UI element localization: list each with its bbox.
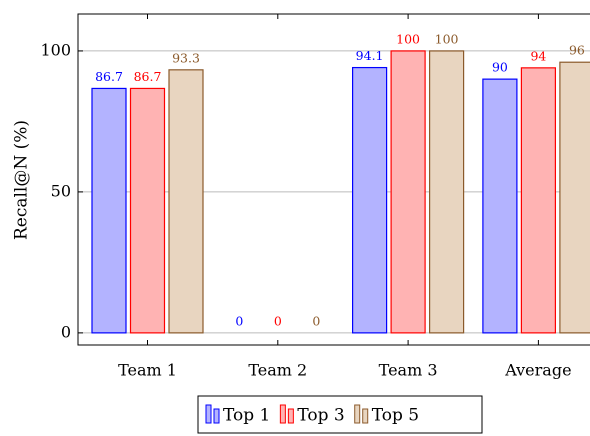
legend-label: Top 3 — [297, 406, 344, 426]
value-label: 0 — [235, 313, 243, 328]
bar — [91, 87, 127, 334]
value-label: 94.1 — [356, 48, 384, 63]
y-axis-label: Recall@N (%) — [12, 120, 32, 240]
value-label: 100 — [435, 31, 459, 46]
bar — [520, 67, 557, 334]
plot-frame — [77, 13, 590, 346]
value-label: 0 — [274, 313, 282, 328]
legend-swatch — [205, 404, 212, 424]
x-tick-label: Team 2 — [248, 361, 307, 380]
x-tick-label: Team 1 — [118, 361, 177, 380]
bar — [352, 66, 388, 334]
value-label: 86.7 — [134, 69, 162, 84]
legend-swatch — [213, 408, 220, 424]
x-tick-label: Team 3 — [379, 361, 438, 380]
value-label: 90 — [492, 60, 508, 75]
value-label: 86.7 — [95, 69, 123, 84]
value-label: 96 — [569, 43, 585, 58]
value-label: 100 — [396, 31, 420, 46]
legend-swatch — [279, 404, 286, 424]
bar — [390, 50, 426, 334]
y-tick-label: 100 — [40, 40, 71, 59]
legend-box — [197, 395, 483, 434]
bar — [559, 61, 590, 334]
bar — [429, 50, 465, 334]
bar — [168, 69, 204, 334]
legend-swatch — [287, 408, 294, 424]
x-tick-label: Average — [504, 361, 571, 380]
bar — [129, 87, 166, 334]
legend-swatch — [354, 404, 361, 424]
y-tick-label: 0 — [61, 322, 71, 341]
bar — [482, 78, 518, 334]
legend-swatch — [362, 408, 369, 424]
value-label: 93.3 — [172, 50, 200, 65]
value-label: 0 — [312, 313, 320, 328]
value-label: 94 — [530, 48, 546, 63]
legend-label: Top 5 — [372, 406, 419, 426]
y-tick-label: 50 — [51, 181, 71, 200]
legend-label: Top 1 — [223, 406, 270, 426]
